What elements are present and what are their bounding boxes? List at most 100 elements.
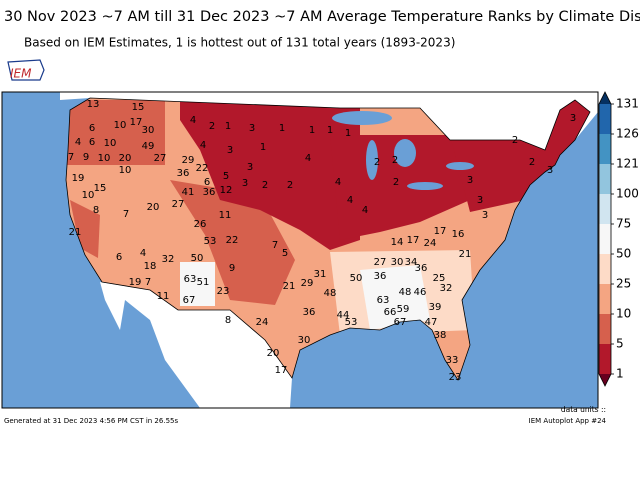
rank-label: 3	[242, 178, 248, 189]
rank-label: 50	[350, 273, 363, 284]
rank-label: 1	[345, 128, 351, 139]
rank-label: 21	[69, 227, 82, 238]
region	[450, 98, 590, 212]
rank-label: 27	[172, 199, 185, 210]
rank-label: 8	[93, 205, 99, 216]
rank-label: 50	[191, 253, 204, 264]
rank-label: 32	[440, 283, 453, 294]
rank-label: 4	[140, 248, 146, 259]
rank-label: 34	[405, 257, 418, 268]
rank-label: 3	[477, 195, 483, 206]
mexico	[100, 282, 292, 408]
colorbar-tick-label: 5	[616, 337, 624, 351]
rank-label: 36	[203, 187, 216, 198]
rank-label: 13	[87, 99, 100, 110]
rank-label: 39	[429, 302, 442, 313]
subtitle: Based on IEM Estimates, 1 is hottest out…	[24, 36, 455, 50]
rank-label: 63	[184, 274, 197, 285]
rank-label: 17	[407, 235, 420, 246]
rank-label: 3	[570, 113, 576, 124]
rank-label: 5	[282, 248, 288, 259]
title: 30 Nov 2023 ~7 AM till 31 Dec 2023 ~7 AM…	[4, 9, 640, 25]
rank-label: 3	[482, 210, 488, 221]
colorbar-swatch	[599, 314, 611, 344]
colorbar-tick-label: 100	[616, 187, 639, 201]
logo: IEM	[7, 59, 45, 81]
rank-label: 21	[283, 281, 296, 292]
rank-label: 2	[209, 121, 215, 132]
canada	[60, 92, 598, 150]
rank-label: 49	[142, 141, 155, 152]
rank-label: 20	[119, 153, 132, 164]
colorbar-tick-label: 1	[616, 367, 624, 381]
rank-label: 21	[459, 249, 472, 260]
rank-label: 9	[83, 152, 89, 163]
colorbar-tick-label: 131	[616, 97, 639, 111]
region	[360, 265, 430, 330]
rank-label: 2	[287, 180, 293, 191]
colorbar-tick-label: 126	[616, 127, 639, 141]
rank-label: 2	[512, 135, 518, 146]
rank-label: 14	[391, 237, 404, 248]
rank-label: 36	[177, 168, 190, 179]
rank-label: 33	[446, 355, 459, 366]
rank-label: 20	[147, 202, 160, 213]
footer-left: Generated at 31 Dec 2023 4:56 PM CST in …	[4, 417, 178, 425]
lake	[366, 140, 378, 180]
rank-label: 4	[75, 137, 81, 148]
rank-label: 24	[424, 238, 437, 249]
colorbar-tick-label: 25	[616, 277, 631, 291]
rank-label: 22	[196, 163, 209, 174]
rank-label: 10	[82, 190, 95, 201]
rank-label: 1	[279, 123, 285, 134]
rank-label: 3	[227, 145, 233, 156]
rank-label: 10	[104, 138, 117, 149]
rank-label: 29	[182, 155, 195, 166]
rank-label: 4	[190, 115, 196, 126]
region	[180, 262, 215, 306]
rank-label: 16	[452, 229, 465, 240]
rank-label: 7	[68, 152, 74, 163]
rank-label: 17	[275, 365, 288, 376]
lake	[446, 162, 474, 170]
rank-label: 2	[262, 180, 268, 191]
rank-label: 47	[425, 317, 438, 328]
rank-label: 19	[72, 173, 85, 184]
rank-label: 36	[374, 271, 387, 282]
rank-label: 32	[162, 254, 175, 265]
rank-label: 4	[347, 195, 353, 206]
rank-label: 24	[256, 317, 269, 328]
great-lakes	[332, 111, 474, 190]
rank-label: 17	[130, 117, 143, 128]
rank-label: 30	[298, 335, 311, 346]
rank-label: 36	[415, 263, 428, 274]
rank-label: 15	[94, 183, 107, 194]
rank-label: 18	[144, 261, 157, 272]
rank-label: 6	[116, 252, 122, 263]
rank-label: 15	[132, 102, 145, 113]
rank-label: 9	[229, 263, 235, 274]
region	[70, 200, 100, 258]
rank-label: 48	[324, 288, 337, 299]
colorbar-tick-label: 10	[616, 307, 631, 321]
rank-label: 10	[114, 120, 127, 131]
lake	[332, 111, 392, 125]
rank-label: 6	[204, 177, 210, 188]
map-frame	[1, 91, 599, 409]
rank-label: 11	[157, 291, 170, 302]
rank-label: 2	[529, 157, 535, 168]
colorbar-swatch	[599, 134, 611, 164]
rank-label: 67	[394, 317, 407, 328]
rank-label: 1	[327, 125, 333, 136]
rank-label: 4	[305, 153, 311, 164]
rank-label: 4	[200, 140, 206, 151]
rank-label: 27	[154, 153, 167, 164]
rank-label: 3	[249, 123, 255, 134]
rank-label: 2	[393, 177, 399, 188]
rank-label: 53	[345, 317, 358, 328]
rank-label: 3	[467, 175, 473, 186]
rank-label: 46	[414, 287, 427, 298]
rank-label: 4	[335, 177, 341, 188]
colorbar-tick-label: 75	[616, 217, 631, 231]
rank-label: 7	[145, 277, 151, 288]
